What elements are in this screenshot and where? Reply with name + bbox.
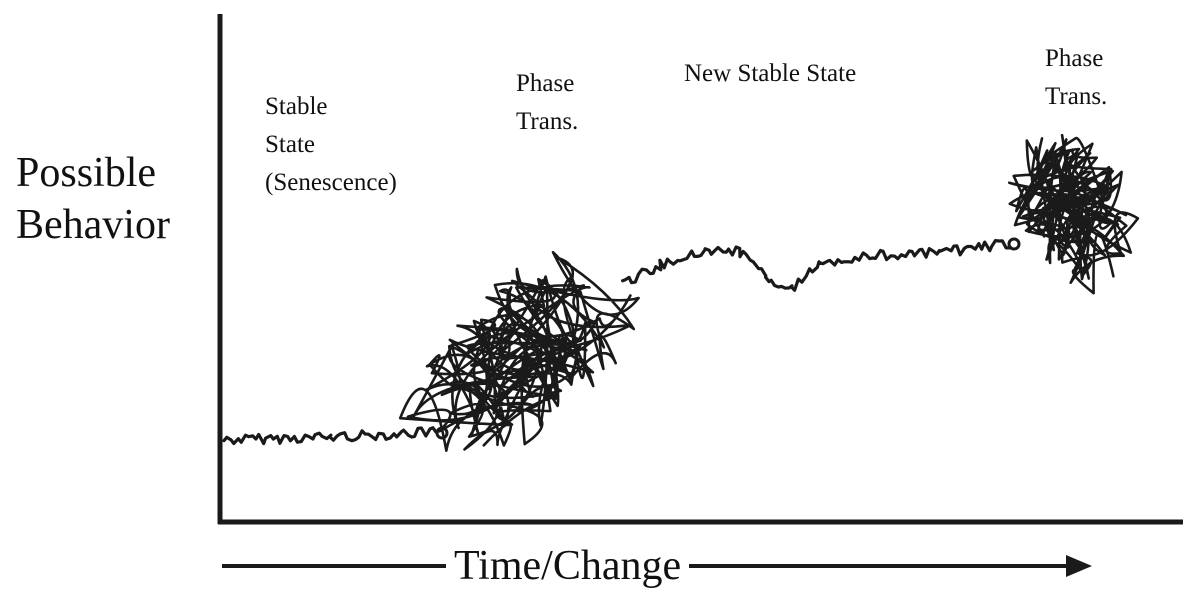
time-arrow-head bbox=[1066, 555, 1092, 577]
phase-transition-1-label: Phase Trans. bbox=[516, 65, 578, 141]
x-axis-label: Time/Change bbox=[446, 545, 690, 587]
stable-state-label-line-2: State bbox=[265, 131, 315, 158]
axes bbox=[217, 14, 1183, 525]
phase-transition-2-label-line-1: Phase bbox=[1045, 45, 1104, 72]
y-axis-label-line-1: Possible bbox=[16, 150, 157, 196]
stable-state-label-line-3: (Senescence) bbox=[265, 169, 397, 196]
stable-state-label: Stable State (Senescence) bbox=[265, 88, 397, 202]
y-axis-label-line-2: Behavior bbox=[16, 202, 170, 248]
phase-transition-1-label-line-1: Phase bbox=[516, 70, 575, 97]
stable-state-label-line-1: Stable bbox=[265, 93, 328, 120]
phase-transition-2-label-line-2: Trans. bbox=[1045, 83, 1108, 110]
y-axis-label: Possible Behavior bbox=[16, 147, 170, 251]
phase-transition-1-label-line-2: Trans. bbox=[516, 108, 579, 135]
new-stable-state-label: New Stable State bbox=[684, 55, 856, 93]
stable-state-trace bbox=[222, 426, 441, 446]
phase-transition-2-scribble bbox=[1008, 133, 1140, 295]
behavior-trace bbox=[222, 133, 1140, 452]
phase-transition-1-scribble bbox=[398, 250, 640, 452]
new-stable-state-trace bbox=[621, 239, 1013, 292]
phase-transition-2-label: Phase Trans. bbox=[1045, 40, 1107, 116]
new-stable-state-label-line-1: New Stable State bbox=[684, 60, 857, 87]
new-stable-state-endpoint bbox=[1007, 237, 1021, 251]
